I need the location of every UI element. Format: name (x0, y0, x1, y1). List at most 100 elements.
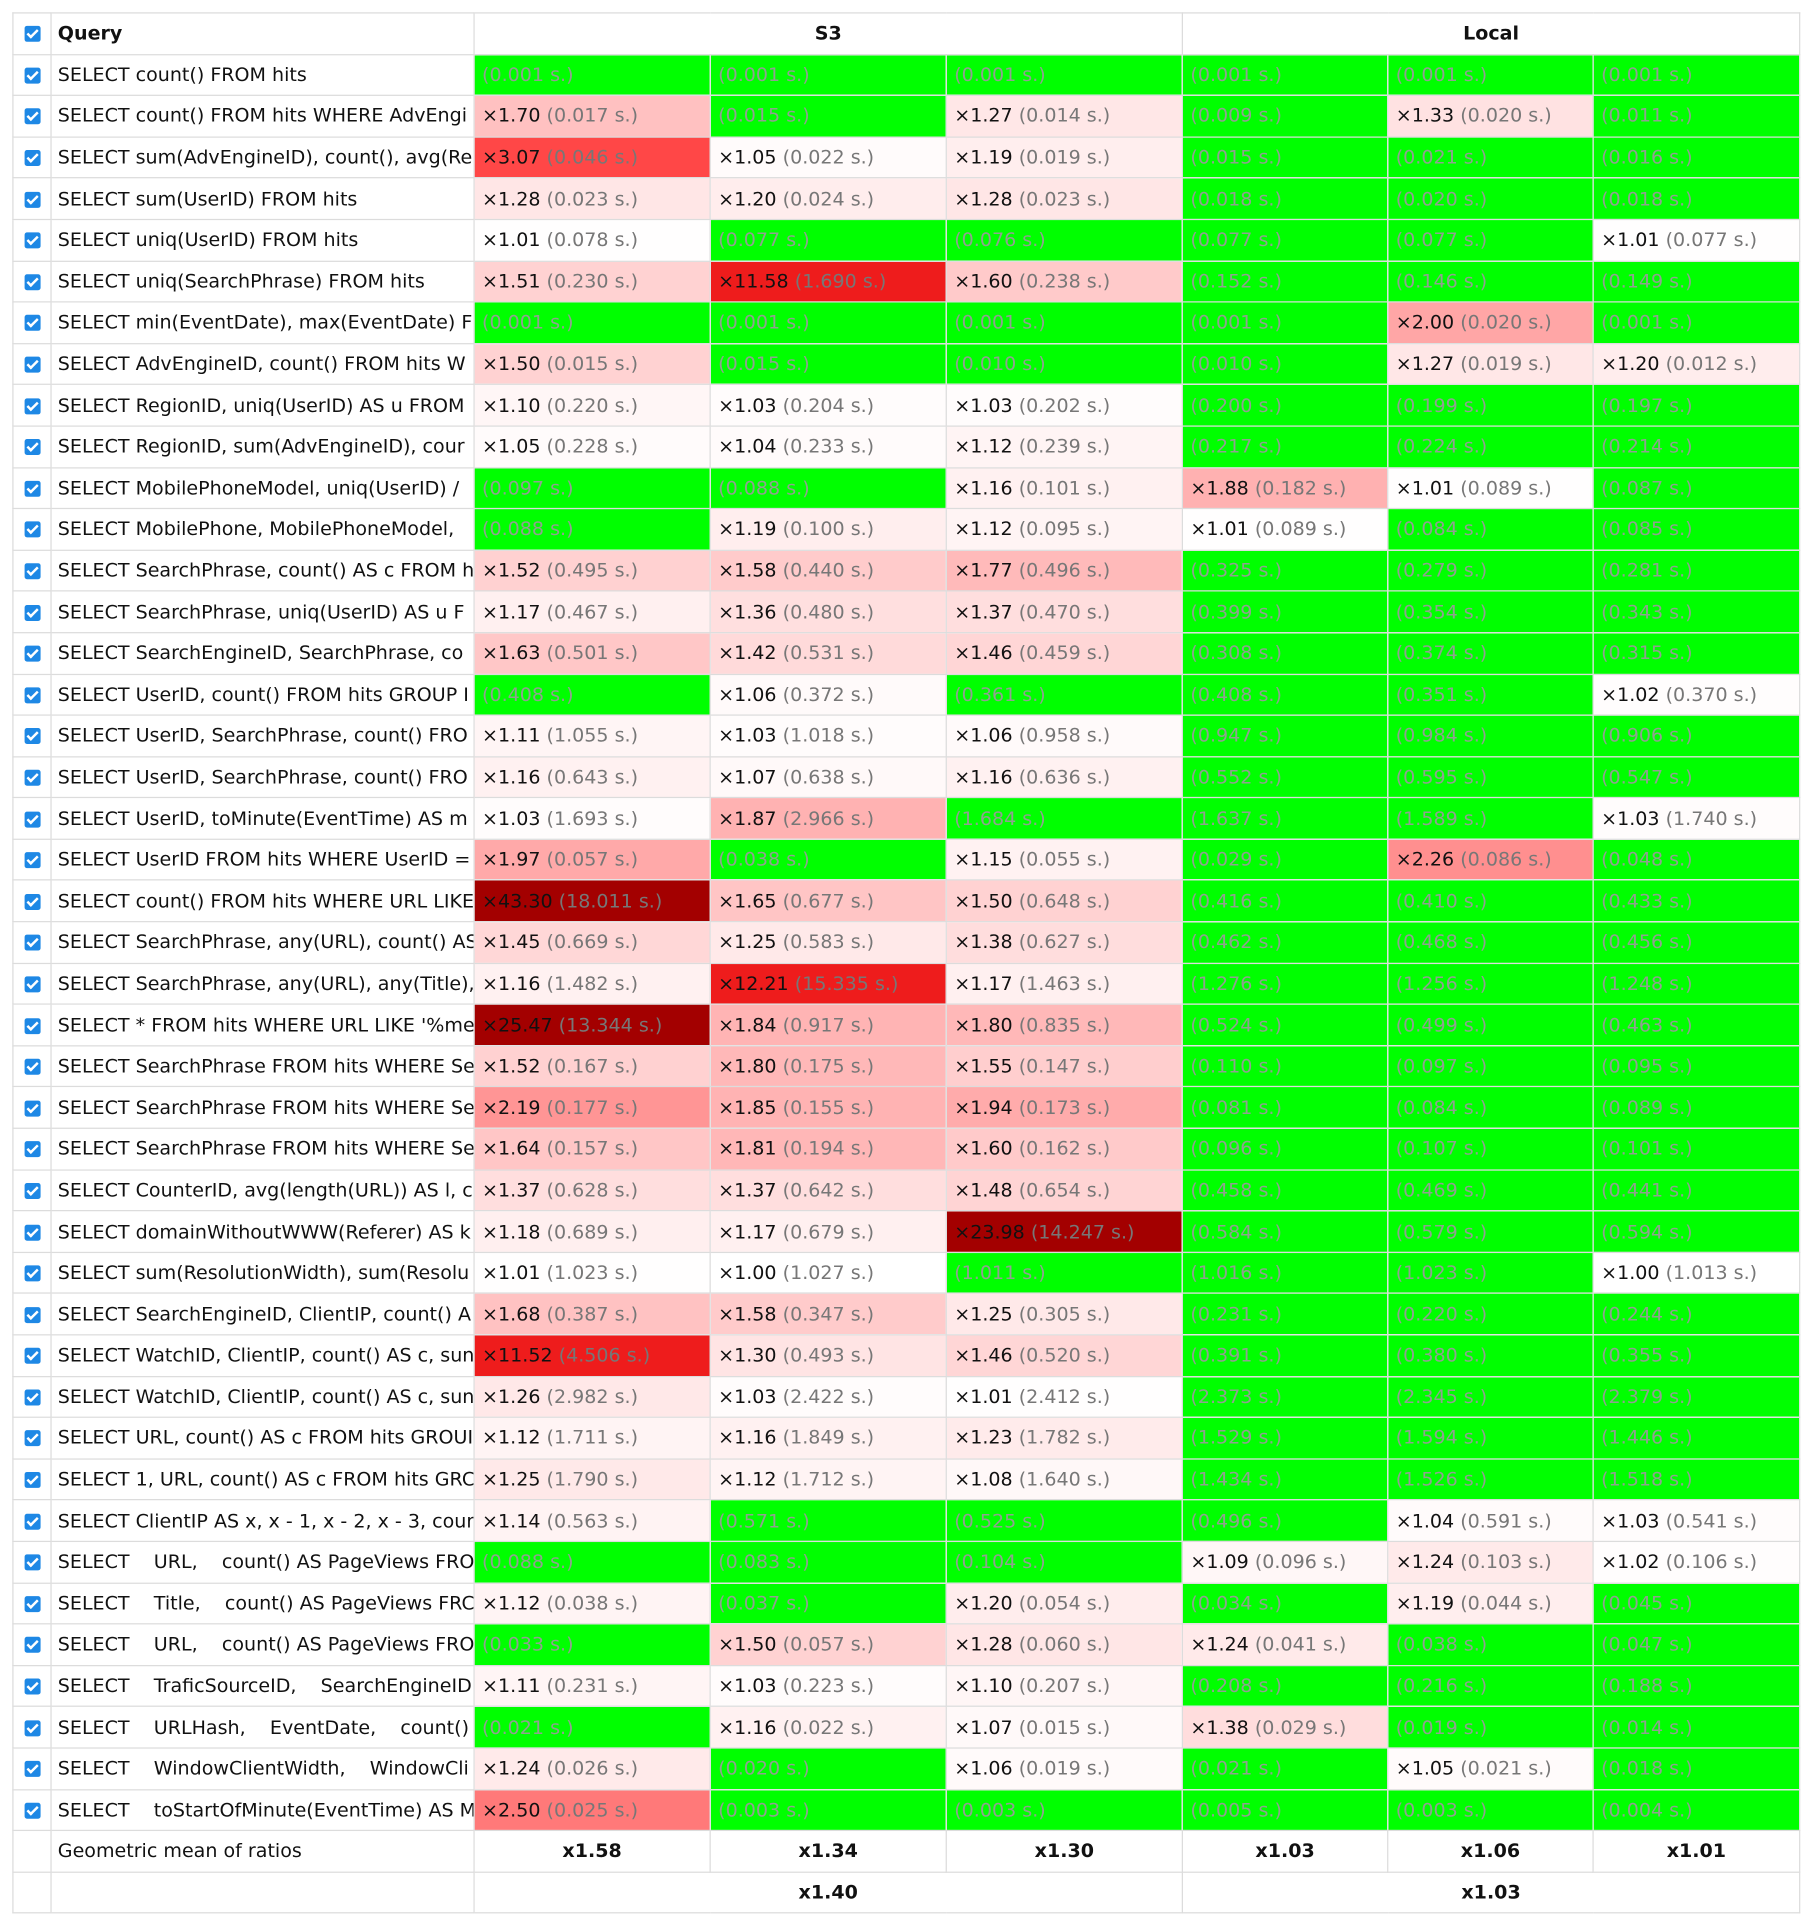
timing-cell: ×1.12 (1.712 s.) (709, 1458, 947, 1501)
timing-cell: (1.256 s.) (1387, 962, 1594, 1005)
row-checkbox[interactable] (23, 480, 40, 497)
timing-cell: (0.594 s.) (1592, 1210, 1801, 1253)
timing-cell: ×1.17 (1.463 s.) (945, 962, 1184, 1005)
row-checkbox[interactable] (23, 1265, 40, 1282)
row-checkbox[interactable] (23, 935, 40, 951)
time-value: (0.547 s.) (1601, 766, 1693, 789)
row-checkbox[interactable] (23, 976, 40, 993)
timing-cell: (0.016 s.) (1592, 136, 1801, 179)
geomean-row: Geometric mean of ratios x1.58 x1.34 x1.… (12, 1829, 1801, 1873)
timing-cell: (0.351 s.) (1387, 673, 1594, 716)
time-value: (0.003 s.) (954, 1798, 1046, 1821)
row-checkbox[interactable] (23, 1017, 40, 1034)
time-value: (1.529 s.) (1190, 1427, 1282, 1450)
time-value: (0.595 s.) (1395, 766, 1488, 789)
table-row: SELECT TraficSourceID, SearchEngineID ×1.… (12, 1664, 1801, 1708)
row-checkbox[interactable] (23, 1554, 40, 1571)
time-value: (0.627 s.) (1018, 931, 1111, 954)
row-checkbox[interactable] (23, 1761, 40, 1778)
time-value: (0.214 s.) (1601, 435, 1693, 458)
ratio-value: ×1.38 (1190, 1716, 1249, 1739)
table-row: SELECT SearchPhrase, any(URL), any(Title… (12, 962, 1801, 1005)
group-header-local[interactable]: Local (1181, 12, 1801, 55)
row-checkbox[interactable] (23, 67, 40, 84)
table-row: SELECT RegionID, uniq(UserID) AS u FROM ×… (12, 384, 1801, 427)
row-checkbox[interactable] (23, 811, 40, 828)
row-checkbox[interactable] (23, 1513, 40, 1530)
time-value: (0.216 s.) (1395, 1674, 1488, 1698)
row-checkbox[interactable] (23, 893, 40, 910)
timing-cell: (0.149 s.) (1592, 260, 1801, 303)
select-all-checkbox[interactable] (23, 26, 40, 43)
timing-cell: ×1.03 (0.223 s.) (709, 1664, 947, 1708)
row-checkbox[interactable] (23, 1182, 40, 1199)
time-value: (0.020 s.) (1460, 105, 1552, 128)
ratio-value: ×12.21 (718, 972, 789, 995)
row-checkbox-cell (12, 1623, 52, 1666)
row-checkbox[interactable] (23, 604, 40, 621)
ratio-value: ×1.55 (954, 1055, 1013, 1078)
row-checkbox[interactable] (23, 1719, 40, 1736)
time-value: (1.712 s.) (782, 1468, 875, 1491)
timing-cell: (1.446 s.) (1592, 1416, 1801, 1460)
row-checkbox[interactable] (23, 1348, 40, 1365)
time-value: (0.088 s.) (482, 518, 574, 541)
row-checkbox[interactable] (23, 521, 40, 538)
row-checkbox[interactable] (23, 1802, 40, 1819)
row-checkbox[interactable] (23, 1058, 40, 1075)
time-value: (0.048 s.) (1601, 848, 1693, 871)
row-checkbox[interactable] (23, 1389, 40, 1406)
timing-cell: ×1.38 (0.029 s.) (1181, 1706, 1389, 1749)
ratio-value: ×1.77 (954, 559, 1013, 582)
row-checkbox[interactable] (23, 397, 40, 414)
row-checkbox[interactable] (23, 191, 40, 208)
ratio-value: ×1.37 (718, 1179, 777, 1202)
time-value: (0.197 s.) (1601, 394, 1693, 417)
row-checkbox[interactable] (23, 150, 40, 167)
row-checkbox-cell (12, 631, 52, 675)
time-value: (0.315 s.) (1601, 642, 1693, 665)
row-checkbox[interactable] (23, 1100, 40, 1117)
row-checkbox[interactable] (23, 769, 40, 786)
row-checkbox[interactable] (23, 687, 40, 704)
row-checkbox[interactable] (23, 1595, 40, 1612)
table-row: SELECT SearchPhrase, uniq(UserID) AS u F… (12, 590, 1801, 634)
time-value: (1.849 s.) (782, 1427, 875, 1450)
ratio-value: ×1.01 (954, 1385, 1013, 1408)
row-checkbox[interactable] (23, 1224, 40, 1241)
row-checkbox[interactable] (23, 1141, 40, 1158)
timing-cell: ×1.58 (0.347 s.) (709, 1292, 947, 1336)
time-value: (0.583 s.) (782, 931, 875, 954)
timing-cell: ×1.14 (0.563 s.) (473, 1499, 711, 1542)
timing-cell: ×1.52 (0.495 s.) (473, 549, 711, 592)
time-value: (0.010 s.) (1190, 352, 1282, 376)
query-cell: SELECT sum(AdvEngineID), count(), avg(Re (50, 136, 475, 179)
row-checkbox[interactable] (23, 439, 40, 456)
row-checkbox[interactable] (23, 1678, 40, 1695)
group-header-s3[interactable]: S3 (473, 12, 1184, 55)
row-checkbox[interactable] (23, 563, 40, 580)
row-checkbox[interactable] (23, 1430, 40, 1447)
timing-cell: ×1.02 (0.370 s.) (1592, 673, 1801, 716)
row-checkbox-cell (12, 508, 52, 551)
time-value: (2.373 s.) (1190, 1385, 1282, 1408)
time-value: (0.642 s.) (782, 1179, 875, 1202)
row-checkbox[interactable] (23, 1472, 40, 1489)
table-row: SELECT sum(UserID) FROM hits ×1.28 (0.023… (12, 177, 1801, 221)
row-checkbox[interactable] (23, 1637, 40, 1654)
row-checkbox[interactable] (23, 1306, 40, 1323)
row-checkbox[interactable] (23, 274, 40, 291)
row-checkbox[interactable] (23, 645, 40, 662)
time-value: (0.088 s.) (718, 476, 810, 500)
timing-cell: ×1.37 (0.470 s.) (945, 590, 1184, 634)
row-checkbox[interactable] (23, 356, 40, 373)
ratio-value: ×1.45 (482, 931, 541, 954)
row-checkbox[interactable] (23, 108, 40, 125)
row-checkbox[interactable] (23, 852, 40, 869)
row-checkbox[interactable] (23, 728, 40, 745)
row-checkbox[interactable] (23, 315, 40, 332)
row-checkbox[interactable] (23, 232, 40, 249)
time-value: (0.679 s.) (782, 1220, 875, 1243)
ratio-value: ×1.19 (954, 146, 1013, 169)
query-column-header[interactable]: Query (50, 12, 475, 55)
